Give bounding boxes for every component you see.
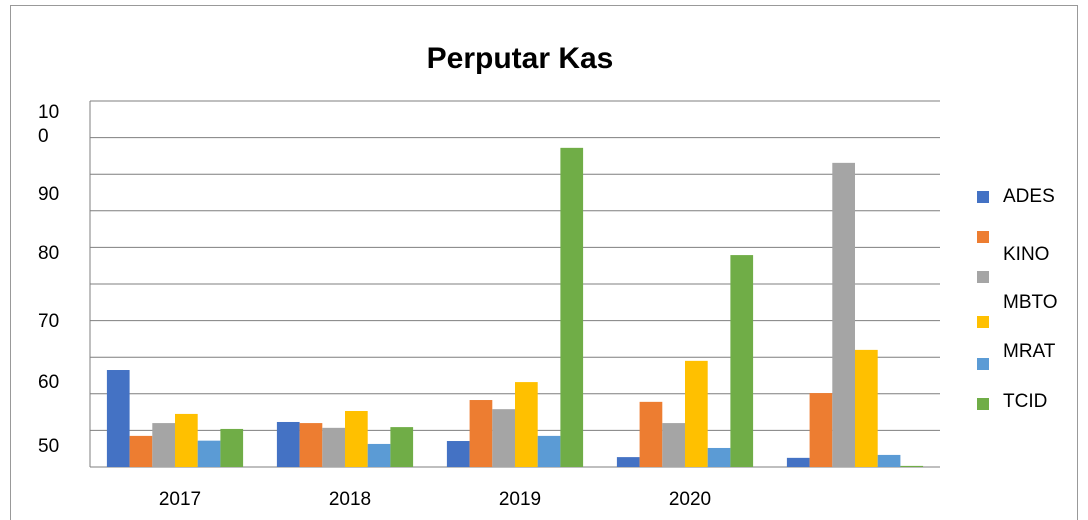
x-tick-label: 2017 <box>159 489 201 510</box>
y-tick-label: 70 <box>38 311 59 332</box>
y-tick-label: 90 <box>38 184 59 205</box>
legend-label: ADES <box>1003 186 1055 207</box>
bar <box>685 360 708 467</box>
bar <box>152 423 175 467</box>
bar <box>299 423 323 467</box>
bar <box>446 441 470 467</box>
bar <box>616 457 640 467</box>
legend-label: KINO <box>1003 244 1049 265</box>
bar <box>809 393 833 467</box>
bar <box>639 401 663 467</box>
x-tick-label: 2019 <box>499 489 541 510</box>
legend-swatch <box>977 358 989 370</box>
bar <box>276 421 300 467</box>
y-tick-label: 50 <box>38 436 59 457</box>
bar <box>730 255 754 467</box>
bar <box>367 443 391 467</box>
bar <box>322 427 345 467</box>
bar <box>390 427 414 467</box>
x-tick-label: 2018 <box>329 489 371 510</box>
bar <box>786 457 810 467</box>
legend-swatch <box>977 271 989 283</box>
legend-label: TCID <box>1003 391 1047 412</box>
legend-swatch <box>977 231 989 243</box>
bar <box>345 411 368 467</box>
bar <box>175 413 198 467</box>
legend-label: MBTO <box>1003 292 1058 313</box>
legend-swatch <box>977 398 989 410</box>
bar <box>129 435 153 467</box>
bar <box>707 447 731 467</box>
legend-swatch <box>977 191 989 203</box>
bar <box>537 435 561 467</box>
y-tick-label: 10 <box>38 102 59 123</box>
bar <box>855 349 878 467</box>
bar <box>662 423 685 467</box>
y-tick-label: 80 <box>38 243 59 264</box>
bar <box>492 409 515 467</box>
bar <box>469 400 493 467</box>
y-tick-label: 0 <box>38 126 49 147</box>
bar <box>877 454 901 467</box>
y-tick-label: 60 <box>38 372 59 393</box>
bar <box>560 147 584 467</box>
chart-title: Perputar Kas <box>427 42 614 75</box>
legend-label: MRAT <box>1003 341 1056 362</box>
bar <box>515 382 538 467</box>
x-tick-label: 2020 <box>669 489 711 510</box>
legend-swatch <box>977 316 989 328</box>
bar <box>900 465 924 467</box>
bar <box>220 428 244 467</box>
bar <box>832 162 855 467</box>
bar <box>106 370 130 467</box>
bar <box>197 440 221 467</box>
